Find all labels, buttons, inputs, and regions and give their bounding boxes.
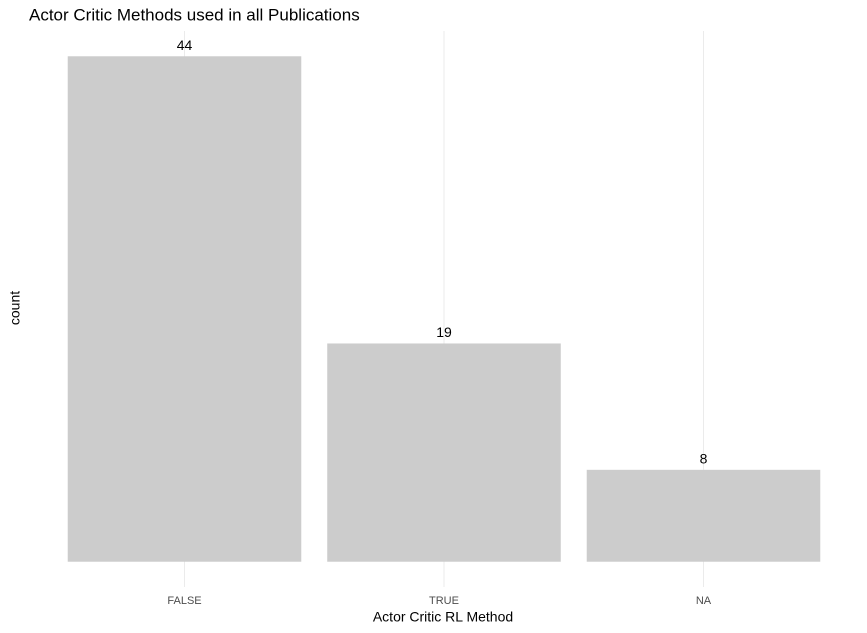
data-label: 19 bbox=[436, 324, 452, 340]
data-label: 44 bbox=[177, 37, 193, 53]
data-label: 8 bbox=[700, 451, 708, 467]
x-tick-label: FALSE bbox=[167, 595, 201, 607]
bar bbox=[67, 56, 302, 562]
y-axis-title: count bbox=[7, 291, 23, 325]
bar bbox=[327, 343, 561, 562]
x-axis-title: Actor Critic RL Method bbox=[373, 609, 513, 625]
bar bbox=[586, 469, 821, 562]
x-tick-label: NA bbox=[696, 595, 712, 607]
x-tick-label: TRUE bbox=[429, 595, 459, 607]
chart-title: Actor Critic Methods used in all Publica… bbox=[29, 5, 360, 24]
